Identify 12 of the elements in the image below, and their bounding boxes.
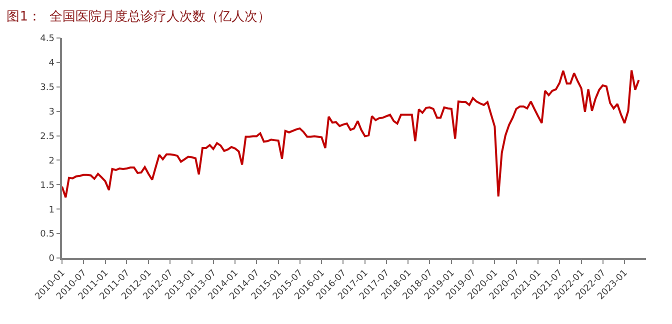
y-tick-label: 1 [48,205,54,216]
y-tick-label: 4 [48,58,55,69]
y-tick-label: 2 [48,156,54,166]
y-tick-label: 1.5 [40,180,54,191]
y-tick-label: 2.5 [40,132,54,142]
chart-title: 图1： 全国医院月度总诊疗人次数（亿人次） [6,8,270,24]
y-tick-label: 0 [48,254,55,264]
y-tick-label: 4.5 [40,34,54,44]
y-tick-label: 3 [48,107,54,118]
y-tick-label: 0.5 [40,230,54,240]
line-series [62,69,640,198]
y-tick-label: 3.5 [40,83,54,94]
